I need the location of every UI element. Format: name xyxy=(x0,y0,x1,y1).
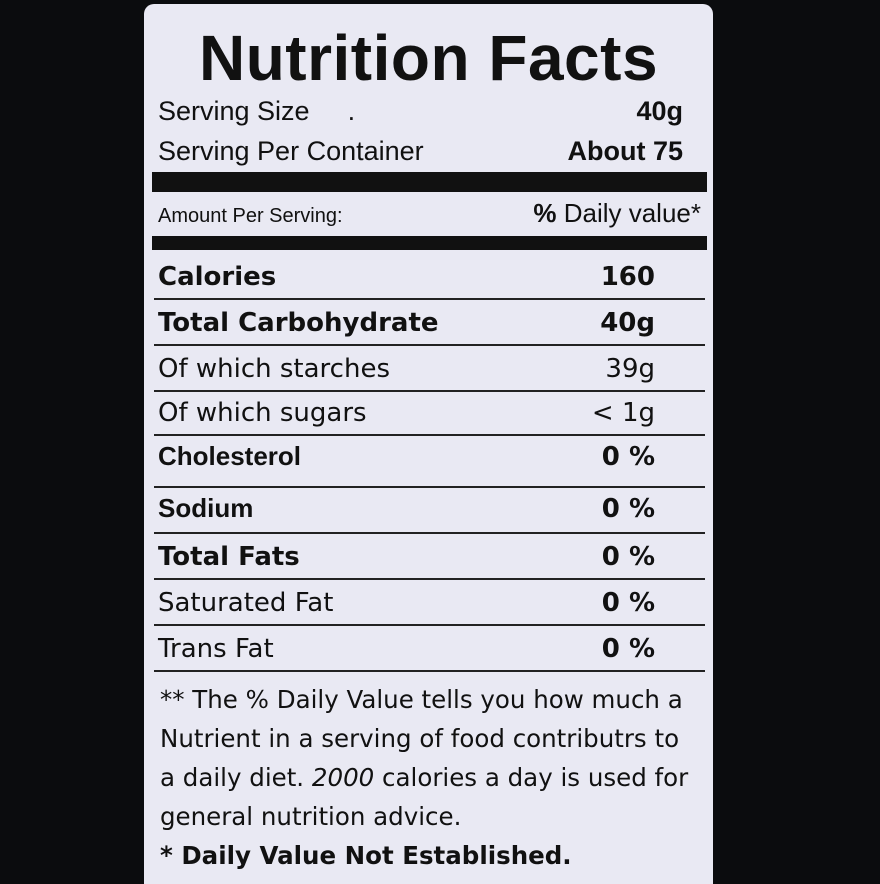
nutrient-row-sugars: Of which sugars < 1g xyxy=(154,388,705,436)
footnote-line: Nutrient in a serving of food contributr… xyxy=(160,724,680,753)
nutrient-name: Trans Fat xyxy=(158,634,274,664)
serving-size-value: 40g xyxy=(636,96,683,126)
footnote-line: ** The % Daily Value tells you how much … xyxy=(160,685,683,714)
nutrient-value: 160 xyxy=(600,262,655,292)
nutrient-name: Of which starches xyxy=(158,354,390,384)
nutrient-name: Of which sugars xyxy=(158,398,367,428)
daily-value-header: % Daily value* xyxy=(533,198,701,228)
nutrient-value: 39g xyxy=(605,354,655,384)
serving-size-label: Serving Size. xyxy=(158,96,356,126)
nutrient-value: 0 % xyxy=(601,494,655,524)
serving-size-dot: . xyxy=(347,96,356,126)
nutrient-value: 0 % xyxy=(601,634,655,664)
amount-label: Amount Per Serving: xyxy=(158,205,343,227)
nutrient-name: Calories xyxy=(158,262,277,292)
label-title: Nutrition Facts xyxy=(198,22,659,94)
nutrient-value: 0 % xyxy=(601,588,655,618)
footnote: ** The % Daily Value tells you how much … xyxy=(160,680,697,875)
nutrient-row-total-fats: Total Fats 0 % xyxy=(154,532,705,580)
nutrient-value: 40g xyxy=(600,308,655,338)
nutrient-row-calories: Calories 160 xyxy=(154,252,705,300)
nutrient-name: Saturated Fat xyxy=(158,588,334,618)
nutrient-row-total-carbohydrate: Total Carbohydrate 40g xyxy=(154,298,705,346)
nutrient-name: Total Carbohydrate xyxy=(158,308,439,338)
thick-divider-top xyxy=(152,172,707,192)
nutrient-name: Cholesterol xyxy=(158,441,302,471)
nutrient-value: 0 % xyxy=(601,442,655,472)
servings-label: Serving Per Container xyxy=(158,136,424,166)
nutrient-value: < 1g xyxy=(591,398,655,428)
nutrient-value: 0 % xyxy=(601,542,655,572)
footnote-line: general nutrition advice. xyxy=(160,802,462,831)
nutrient-row-sodium: Sodium 0 % xyxy=(154,486,705,534)
nutrient-name: Sodium xyxy=(158,493,254,523)
thick-divider-mid xyxy=(152,236,707,250)
nutrient-name: Total Fats xyxy=(158,542,300,572)
serving-size-row: Serving Size. 40g xyxy=(158,96,683,127)
footnote-line: a daily diet. 2000 calories a day is use… xyxy=(160,763,689,792)
servings-row: Serving Per Container About 75 xyxy=(158,136,683,167)
nutrient-row-cholesterol: Cholesterol 0 % xyxy=(154,434,705,488)
daily-value-note: * Daily Value Not Established. xyxy=(160,841,572,870)
nutrient-row-starches: Of which starches 39g xyxy=(154,344,705,392)
nutrient-row-trans-fat: Trans Fat 0 % xyxy=(154,624,705,672)
nutrient-row-saturated-fat: Saturated Fat 0 % xyxy=(154,578,705,626)
servings-value: About 75 xyxy=(567,136,683,166)
nutrition-label: Nutrition Facts Serving Size. 40g Servin… xyxy=(144,4,713,884)
amount-row: Amount Per Serving: % Daily value* xyxy=(158,198,701,229)
